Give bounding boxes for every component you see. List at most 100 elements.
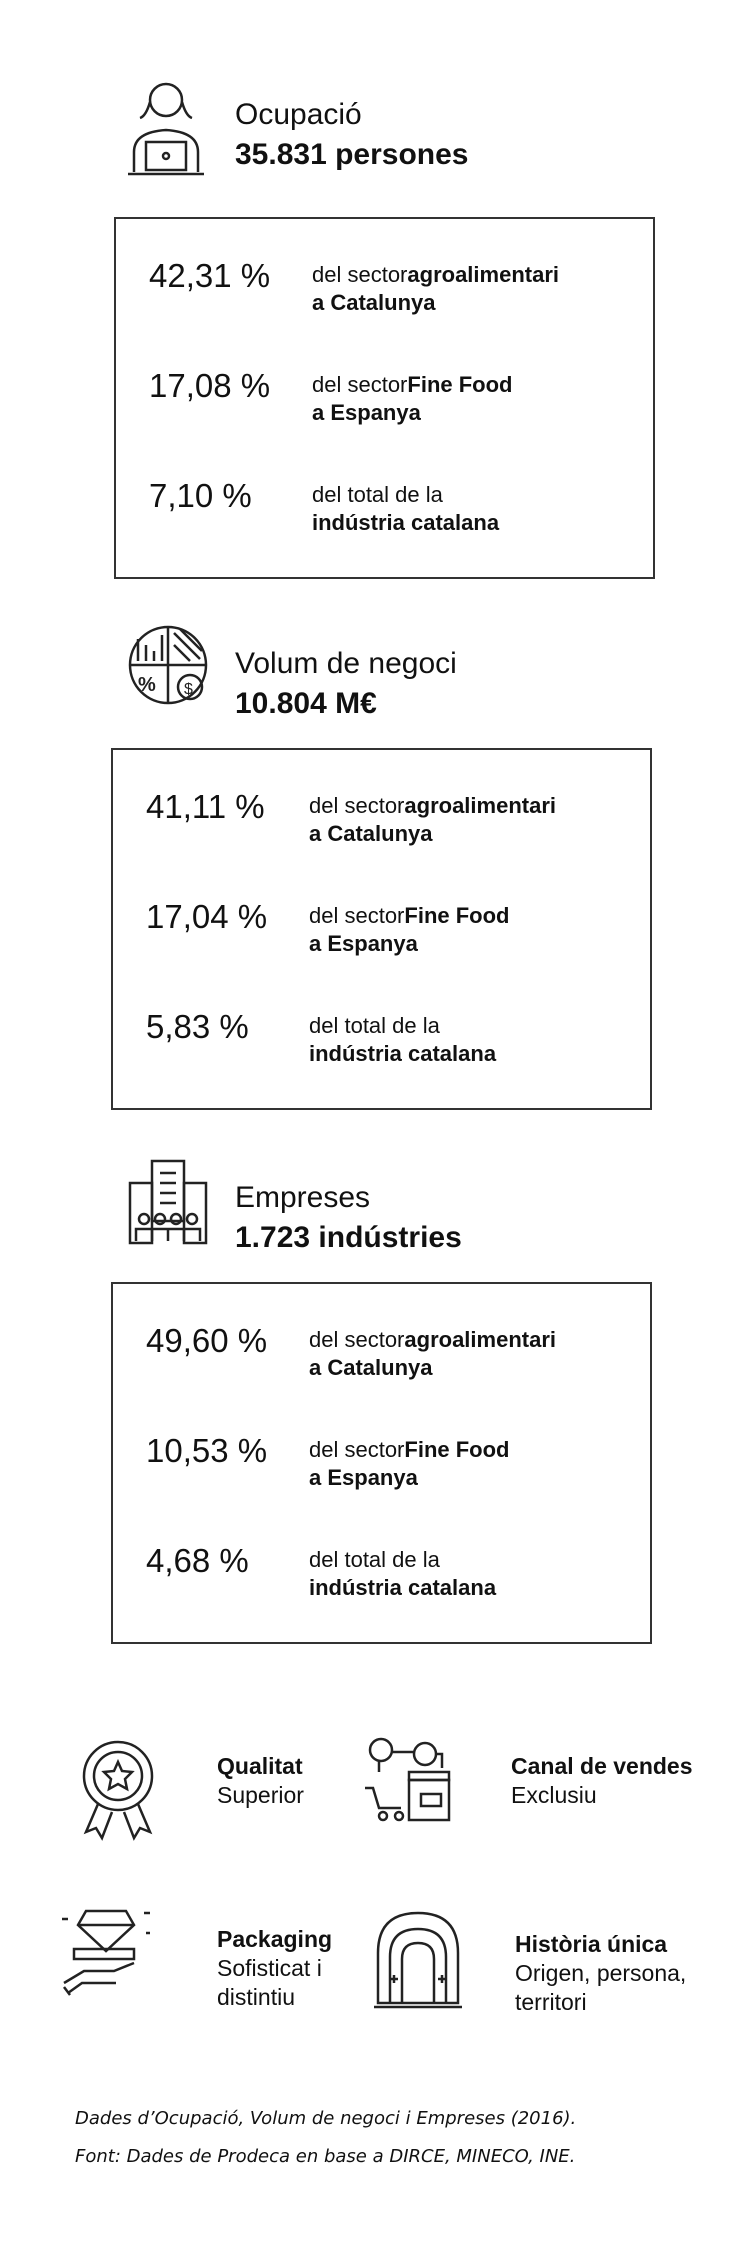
feature-title: Història única — [515, 1931, 668, 1957]
stats-box: 42,31 % del sectoragroalimentari a Catalun… — [114, 217, 655, 579]
description-line: a Catalunya — [309, 820, 556, 848]
description: del total de la indústria catalana — [309, 1546, 496, 1602]
description-line: indústria catalana — [309, 1574, 496, 1602]
feature-icon — [372, 1906, 468, 2021]
text: del sector — [312, 372, 408, 397]
section-title: Empreses — [235, 1181, 371, 1214]
percent: 17,04 % — [146, 898, 268, 935]
footnote: Dades d’Ocupació, Volum de negoci i Empr… — [75, 2100, 576, 2176]
feature-icon — [60, 1900, 156, 2015]
bold-text: a Espanya — [309, 931, 418, 956]
section-icon: % $ — [124, 621, 216, 732]
description: del sectorFine Food a Espanya — [309, 1436, 509, 1492]
feature-line: distintiu — [217, 1984, 295, 2010]
bold-text: indústria catalana — [312, 510, 500, 535]
bold-text: a Catalunya — [309, 821, 433, 846]
feature-line: territori — [515, 1989, 587, 2015]
text: del total de la — [309, 1013, 440, 1038]
description-line: del sectoragroalimentari — [312, 261, 559, 289]
description-line: a Espanya — [309, 1464, 509, 1492]
icon — [365, 1737, 451, 1822]
bold-text: Fine Food — [404, 903, 510, 928]
bold-text: Fine Food — [404, 1437, 510, 1462]
feature-title: Canal de vendes — [511, 1753, 693, 1779]
feature-line: Superior — [217, 1782, 304, 1808]
feature-line: Sofisticat i — [217, 1955, 322, 1981]
bold-text: agroalimentari — [404, 1327, 556, 1352]
description-line: del sectoragroalimentari — [309, 1326, 556, 1354]
description: del sectorFine Food a Espanya — [312, 371, 512, 427]
percent: 5,83 % — [146, 1008, 249, 1045]
description-line: del sectorFine Food — [309, 902, 509, 930]
icon — [374, 1911, 462, 2009]
feature-icon — [72, 1733, 168, 1848]
icon — [128, 82, 204, 176]
description-line: del sectorFine Food — [309, 1436, 509, 1464]
description-line: del total de la — [309, 1012, 496, 1040]
text: del sector — [309, 1437, 405, 1462]
bold-text: a Espanya — [309, 1465, 418, 1490]
section-title: Volum de negoci — [235, 647, 457, 680]
feature-line: Exclusiu — [511, 1782, 597, 1808]
icon — [128, 1159, 208, 1245]
description-line: del total de la — [312, 481, 499, 509]
description-line: indústria catalana — [312, 509, 499, 537]
section-value: 10.804 M€ — [235, 687, 377, 720]
text: del total de la — [312, 482, 443, 507]
bold-text: Fine Food — [407, 372, 513, 397]
text: del sector — [309, 1327, 405, 1352]
bold-text: agroalimentari — [404, 793, 556, 818]
percent: 7,10 % — [149, 477, 252, 514]
description: del sectoragroalimentari a Catalunya — [309, 792, 556, 848]
feature-text: Qualitat Superior — [217, 1752, 304, 1810]
svg-text:$: $ — [184, 681, 193, 698]
description-line: del total de la — [309, 1546, 496, 1574]
percent: 10,53 % — [146, 1432, 268, 1469]
description-line: indústria catalana — [309, 1040, 496, 1068]
text: del sector — [309, 903, 405, 928]
section-icon — [124, 1155, 216, 1266]
description-line: del sectoragroalimentari — [309, 792, 556, 820]
feature-text: Història única Origen, persona, territori — [515, 1930, 686, 2017]
bold-text: a Catalunya — [312, 290, 436, 315]
description: del sectoragroalimentari a Catalunya — [312, 261, 559, 317]
feature-text: Canal de vendes Exclusiu — [511, 1752, 693, 1810]
section-icon — [124, 72, 216, 183]
description: del total de la indústria catalana — [309, 1012, 496, 1068]
text: del sector — [309, 793, 405, 818]
description: del total de la indústria catalana — [312, 481, 499, 537]
description: del sectorFine Food a Espanya — [309, 902, 509, 958]
percent: 4,68 % — [146, 1542, 249, 1579]
bold-text: a Espanya — [312, 400, 421, 425]
footnote-line: Font: Dades de Prodeca en base a DIRCE, … — [75, 2146, 576, 2167]
description-line: a Espanya — [309, 930, 509, 958]
bold-text: a Catalunya — [309, 1355, 433, 1380]
footnote-line: Dades d’Ocupació, Volum de negoci i Empr… — [75, 2108, 577, 2129]
percent: 41,11 % — [146, 788, 265, 825]
bold-text: indústria catalana — [309, 1041, 497, 1066]
text: del sector — [312, 262, 408, 287]
feature-title: Packaging — [217, 1926, 333, 1952]
section-value: 35.831 persones — [235, 138, 469, 171]
section-title: Ocupació — [235, 98, 362, 131]
description-line: a Catalunya — [309, 1354, 556, 1382]
percent: 17,08 % — [149, 367, 271, 404]
feature-title: Qualitat — [217, 1753, 303, 1779]
icon — [82, 1740, 154, 1841]
stats-box: 49,60 % del sectoragroalimentari a Catalun… — [111, 1282, 652, 1644]
section-value: 1.723 indústries — [235, 1221, 462, 1254]
feature-line: Origen, persona, — [515, 1960, 687, 1986]
feature-text: Packaging Sofisticat i distintiu — [217, 1925, 332, 2012]
bold-text: agroalimentari — [407, 262, 559, 287]
description-line: del sectorFine Food — [312, 371, 512, 399]
feature-icon — [361, 1733, 457, 1848]
percent: 49,60 % — [146, 1322, 268, 1359]
description: del sectoragroalimentari a Catalunya — [309, 1326, 556, 1382]
icon: % $ — [128, 625, 208, 705]
description-line: a Catalunya — [312, 289, 559, 317]
bold-text: indústria catalana — [309, 1575, 497, 1600]
stats-box: 41,11 % del sectoragroalimentari a Catalun… — [111, 748, 652, 1110]
percent: 42,31 % — [149, 257, 271, 294]
text: del total de la — [309, 1547, 440, 1572]
